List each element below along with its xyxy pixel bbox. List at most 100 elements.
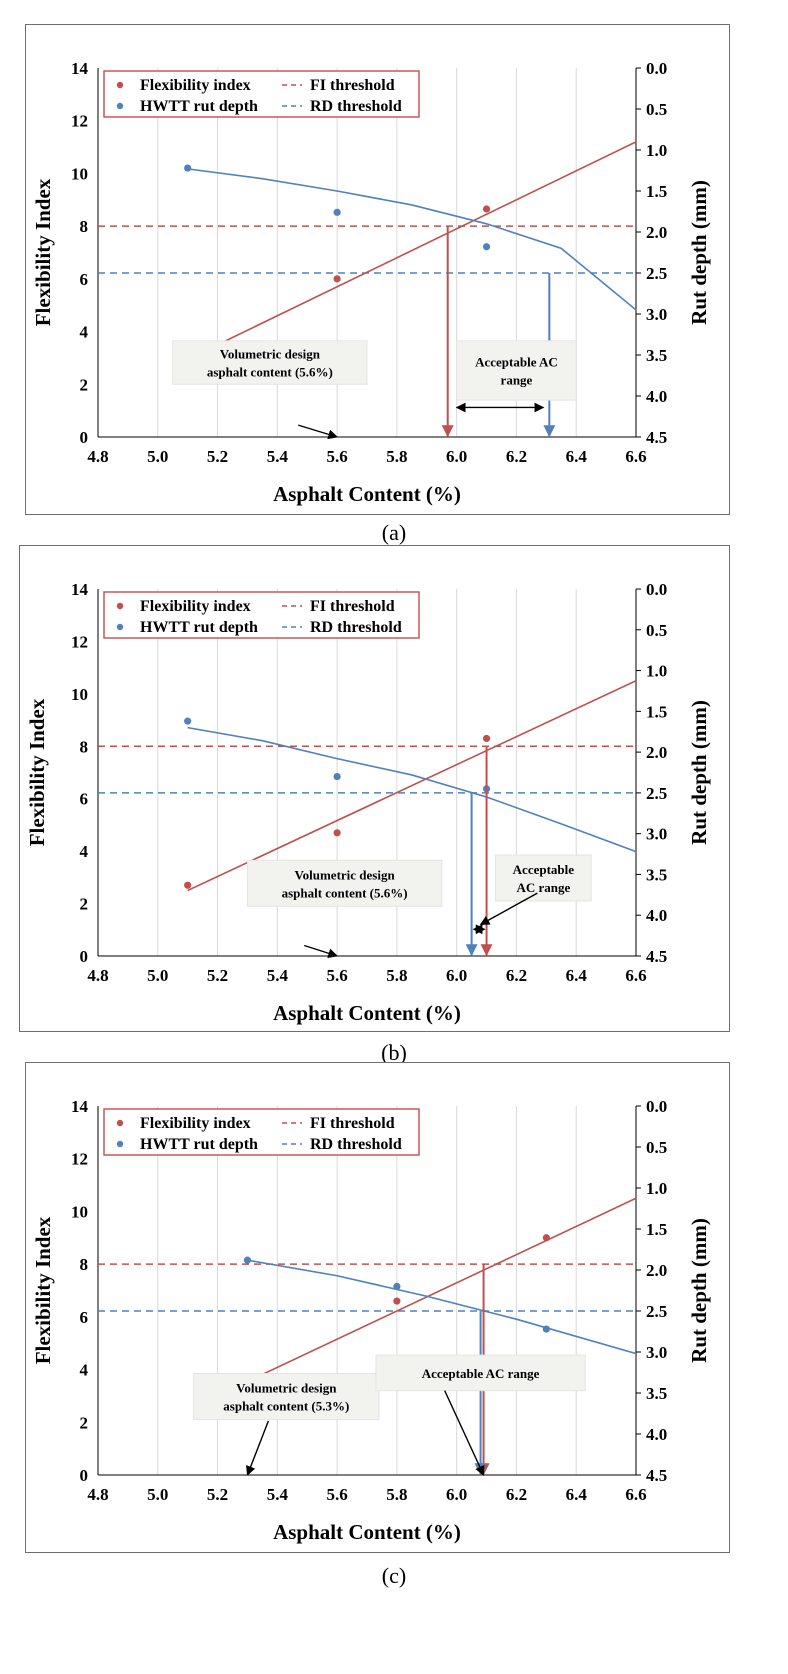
rd-data-point xyxy=(243,1256,252,1264)
y2-tick-label: 4.5 xyxy=(646,1466,667,1485)
rd-trend-line xyxy=(247,1259,637,1355)
x-tick-label: 6.6 xyxy=(625,447,646,466)
y-tick-label: 6 xyxy=(80,1308,89,1327)
annotation-arrow-acceptable xyxy=(444,1390,485,1476)
annotation-arrow-volumetric xyxy=(298,424,339,440)
x-tick-label: 5.6 xyxy=(326,447,347,466)
legend-label: Flexibility index xyxy=(140,77,251,94)
y2-tick-label: 3.5 xyxy=(646,1384,667,1403)
rd-trend-line xyxy=(187,168,637,311)
annotation-text-volumetric: asphalt content (5.6%) xyxy=(207,365,333,380)
y2-tick-label: 0.0 xyxy=(646,580,667,599)
annotation-text-volumetric: Volumetric design xyxy=(220,347,321,362)
annotation-text-volumetric: asphalt content (5.3%) xyxy=(223,1399,349,1414)
legend-marker xyxy=(116,1140,124,1148)
x-tick-label: 5.8 xyxy=(386,1485,407,1504)
legend-marker xyxy=(116,602,124,610)
y2-tick-label: 3.5 xyxy=(646,865,667,884)
chart-caption-a: (a) xyxy=(381,520,407,545)
y2-axis-title: Rut depth (mm) xyxy=(687,1218,711,1363)
y-tick-label: 14 xyxy=(71,580,89,599)
y-tick-label: 2 xyxy=(80,1413,89,1432)
fi-data-point xyxy=(482,205,491,213)
annotation-text-acceptable: Acceptable AC xyxy=(475,354,558,369)
y2-tick-label: 3.0 xyxy=(646,825,667,844)
x-tick-label: 6.0 xyxy=(446,1485,467,1504)
fi-data-point xyxy=(333,275,341,283)
x-tick-label: 4.8 xyxy=(87,447,108,466)
x-tick-label: 5.8 xyxy=(386,966,407,985)
y-tick-label: 0 xyxy=(80,1466,89,1485)
legend-label: Flexibility index xyxy=(140,598,251,615)
annotation-arrow-volumetric xyxy=(246,1420,270,1476)
chart-svg-c: 4.8 5.0 5.2 5.4 5.6 5.8 6.0 6.2 6.4 6.6 0 2 4 6 8 10 12 1… xyxy=(31,1097,711,1544)
x-tick-label: 6.0 xyxy=(446,447,467,466)
legend-label: HWTT rut depth xyxy=(140,619,258,636)
y-tick-label: 12 xyxy=(71,112,88,131)
y-tick-label: 10 xyxy=(71,685,88,704)
fi-data-point xyxy=(482,734,491,743)
y2-tick-label: 0.5 xyxy=(646,100,667,119)
y-tick-label: 14 xyxy=(71,59,89,78)
fi-data-point xyxy=(393,1297,401,1305)
y2-tick-label: 3.0 xyxy=(646,1343,667,1362)
legend-marker xyxy=(116,1119,124,1127)
x-tick-label: 6.4 xyxy=(566,966,588,985)
y2-tick-label: 0.0 xyxy=(646,59,667,78)
annotation-text-volumetric: asphalt content (5.6%) xyxy=(282,885,408,900)
y2-tick-label: 0.5 xyxy=(646,621,667,640)
y-axis-title: Flexibility Index xyxy=(25,698,49,846)
y2-tick-label: 1.0 xyxy=(646,1179,667,1198)
annotation-box-acceptable xyxy=(456,340,577,401)
legend-box xyxy=(103,591,420,639)
annotation-text-volumetric: Volumetric design xyxy=(294,867,395,882)
y-axis-title: Flexibility Index xyxy=(31,178,55,326)
fi-data-point xyxy=(184,881,192,889)
x-tick-label: 5.0 xyxy=(147,966,168,985)
annotation-box-volumetric xyxy=(246,859,443,907)
x-tick-label: 5.6 xyxy=(326,966,347,985)
chart-panel-c: 4.8 5.0 5.2 5.4 5.6 5.8 6.0 6.2 6.4 6.6 0 2 4 6 8 10 12 1… xyxy=(25,1062,730,1553)
annotation-arrow-acceptable xyxy=(479,892,538,926)
y-tick-label: 2 xyxy=(80,895,89,914)
y-tick-label: 6 xyxy=(80,270,89,289)
y2-tick-label: 1.0 xyxy=(646,141,667,160)
y-tick-label: 6 xyxy=(80,790,89,809)
rd-trend-line xyxy=(187,726,637,853)
x-axis-title: Asphalt Content (%) xyxy=(273,482,461,506)
x-tick-label: 6.0 xyxy=(446,966,467,985)
legend-label: RD threshold xyxy=(310,98,402,115)
rd-data-point xyxy=(542,1325,550,1333)
y2-tick-label: 1.5 xyxy=(646,182,667,201)
y2-tick-label: 4.0 xyxy=(646,1425,667,1444)
legend-marker xyxy=(116,102,124,110)
y2-tick-label: 2.5 xyxy=(646,1302,667,1321)
legend-label: FI threshold xyxy=(310,598,395,615)
x-tick-label: 6.2 xyxy=(506,447,527,466)
y-tick-label: 0 xyxy=(80,947,89,966)
annotation-text-acceptable: AC range xyxy=(516,880,570,895)
x-tick-label: 5.6 xyxy=(326,1485,347,1504)
y2-tick-label: 4.5 xyxy=(646,428,667,447)
annotation-text-volumetric: Volumetric design xyxy=(236,1381,337,1396)
annotation-box-volumetric xyxy=(193,1373,380,1421)
chart-svg-a: 4.8 5.0 5.2 5.4 5.6 5.8 6.0 6.2 6.4 6.6 0 2 4 6 8 10 12 1… xyxy=(31,59,711,506)
y-tick-label: 8 xyxy=(80,1255,89,1274)
x-tick-label: 4.8 xyxy=(87,1485,108,1504)
y2-tick-label: 4.0 xyxy=(646,387,667,406)
x-axis-title: Asphalt Content (%) xyxy=(273,1520,461,1544)
x-tick-label: 5.4 xyxy=(267,447,289,466)
rd-data-point xyxy=(393,1282,401,1290)
x-tick-label: 6.4 xyxy=(566,1485,588,1504)
y2-axis-title: Rut depth (mm) xyxy=(687,180,711,325)
fi-trend-line xyxy=(187,680,637,892)
y2-tick-label: 2.0 xyxy=(646,743,667,762)
chart-svg-b: 4.8 5.0 5.2 5.4 5.6 5.8 6.0 6.2 6.4 6.6 0 2 4 6 8 10 12 1… xyxy=(25,580,711,1025)
rd-data-point xyxy=(184,717,192,725)
legend-box xyxy=(103,1108,420,1156)
annotation-arrow-volumetric xyxy=(304,944,339,958)
y2-axis-title: Rut depth (mm) xyxy=(687,700,711,845)
fi-trend-line xyxy=(187,141,637,360)
chart-panel-a: 4.8 5.0 5.2 5.4 5.6 5.8 6.0 6.2 6.4 6.6 0 2 4 6 8 10 12 1… xyxy=(25,24,730,515)
legend-label: FI threshold xyxy=(310,1115,395,1132)
